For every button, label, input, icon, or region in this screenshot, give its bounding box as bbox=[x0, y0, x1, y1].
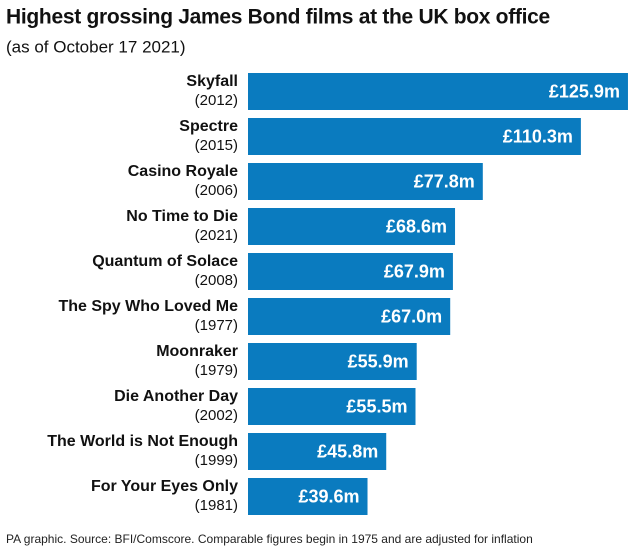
bar bbox=[248, 343, 417, 380]
year-label: (1979) bbox=[195, 362, 238, 379]
year-label: (2006) bbox=[195, 182, 238, 199]
category-label: Skyfall bbox=[186, 73, 238, 90]
value-label: £55.5m bbox=[346, 396, 407, 416]
category-label: Quantum of Solace bbox=[92, 253, 238, 270]
bar bbox=[248, 73, 628, 110]
category-label: Moonraker bbox=[156, 343, 238, 360]
bar bbox=[248, 433, 387, 470]
bar bbox=[248, 118, 581, 155]
value-label: £55.9m bbox=[348, 351, 409, 371]
year-label: (2008) bbox=[195, 272, 238, 289]
category-label: Die Another Day bbox=[114, 388, 238, 405]
bar bbox=[248, 298, 451, 335]
bar bbox=[248, 208, 456, 245]
category-label: The World is Not Enough bbox=[47, 433, 238, 450]
category-label: No Time to Die bbox=[126, 208, 238, 225]
value-label: £68.6m bbox=[386, 216, 447, 236]
bar bbox=[248, 478, 368, 515]
category-label: For Your Eyes Only bbox=[91, 478, 238, 495]
value-label: £67.0m bbox=[381, 306, 442, 326]
value-label: £39.6m bbox=[298, 486, 359, 506]
year-label: (2012) bbox=[195, 92, 238, 109]
value-label: £45.8m bbox=[317, 441, 378, 461]
year-label: (1977) bbox=[195, 317, 238, 334]
value-label: £67.9m bbox=[384, 261, 445, 281]
value-label: £125.9m bbox=[549, 81, 620, 101]
bar bbox=[248, 388, 416, 425]
year-label: (2021) bbox=[195, 227, 238, 244]
chart-title: Highest grossing James Bond films at the… bbox=[6, 6, 550, 29]
year-label: (1981) bbox=[195, 497, 238, 514]
source-note: PA graphic. Source: BFI/Comscore. Compar… bbox=[6, 532, 533, 546]
value-label: £110.3m bbox=[503, 126, 573, 146]
bar bbox=[248, 253, 453, 290]
category-label: The Spy Who Loved Me bbox=[58, 298, 238, 315]
bar bbox=[248, 163, 483, 200]
year-label: (2002) bbox=[195, 407, 238, 424]
chart-subtitle: (as of October 17 2021) bbox=[6, 37, 186, 56]
category-label: Spectre bbox=[179, 118, 238, 135]
year-label: (1999) bbox=[195, 452, 238, 469]
value-label: £77.8m bbox=[414, 171, 475, 191]
year-label: (2015) bbox=[195, 137, 238, 154]
category-label: Casino Royale bbox=[128, 163, 238, 180]
